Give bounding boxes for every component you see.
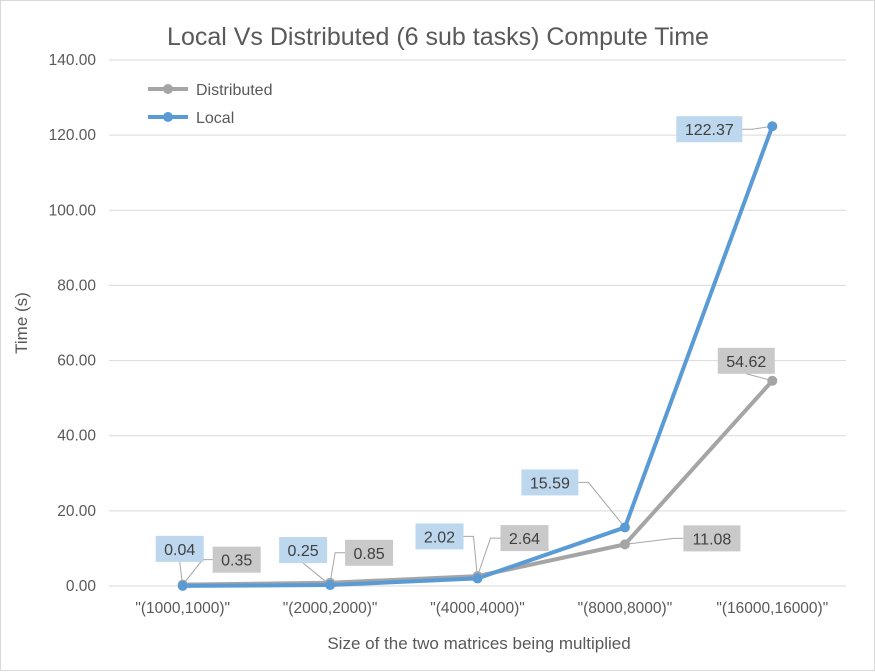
data-point-local	[472, 573, 483, 584]
data-label-box-distributed	[500, 525, 549, 552]
legend-item-local: Local	[148, 110, 234, 127]
data-label-box-distributed	[683, 525, 741, 552]
data-label-local: 122.37	[685, 122, 734, 139]
label-leader-line	[463, 535, 478, 579]
x-tick-label: "(2000,2000)"	[283, 600, 378, 617]
data-point-local	[325, 580, 336, 591]
legend-marker-distributed	[163, 84, 173, 94]
series-lines	[180, 124, 775, 588]
legend-item-distributed: Distributed	[148, 82, 272, 99]
x-tick-label: "(4000,4000)"	[430, 600, 525, 617]
data-point-distributed	[767, 375, 778, 386]
data-label-distributed: 11.08	[692, 531, 731, 548]
y-tick-label: 120.00	[49, 127, 97, 144]
data-label-distributed: 2.64	[509, 531, 540, 548]
data-point-local	[619, 522, 630, 533]
legend-label-distributed: Distributed	[196, 82, 272, 99]
series-line-local	[180, 124, 775, 588]
y-axis-title: Time (s)	[12, 292, 31, 354]
y-tick-label: 80.00	[57, 277, 96, 294]
x-tick-label: "(8000,8000)"	[578, 600, 673, 617]
y-tick-label: 100.00	[49, 202, 97, 219]
data-label-box-local	[155, 535, 204, 562]
y-tick-label: 140.00	[49, 52, 97, 69]
label-leader-line	[624, 537, 684, 545]
data-label-local: 15.59	[530, 475, 570, 492]
data-label-box-local	[521, 469, 579, 496]
x-tick-label: "(16000,16000)"	[716, 600, 828, 617]
legend-marker-local	[163, 112, 173, 122]
label-leader-line	[742, 125, 773, 130]
data-label-distributed: 0.35	[221, 553, 252, 570]
label-leader-line	[477, 537, 501, 577]
y-tick-label: 0.00	[66, 578, 97, 595]
data-label-local: 0.25	[288, 543, 319, 560]
data-label-box-local	[676, 116, 743, 143]
data-label-distributed: 0.85	[354, 546, 385, 563]
data-label-box-distributed	[717, 347, 775, 374]
y-tick-label: 20.00	[57, 503, 96, 520]
data-label-box-local	[415, 523, 464, 550]
data-label-box-distributed	[212, 546, 261, 573]
x-axis-ticks: "(1000,1000)" "(2000,2000)" "(4000,4000)" "…	[135, 600, 828, 617]
y-axis-ticks: 0.00 20.00 40.00 60.00 80.00 100.00 120.00 140.…	[49, 52, 97, 595]
gridlines	[109, 59, 846, 587]
y-tick-label: 60.00	[57, 353, 96, 370]
label-leader-line	[578, 481, 626, 528]
data-labels: 0.35 0.85 2.64 11.08 54.62 0.04 0.25 2.02 15.59 1…	[155, 116, 775, 573]
data-point-local	[177, 580, 188, 591]
series-line-distributed	[180, 378, 775, 587]
data-label-box-distributed	[345, 539, 394, 566]
x-tick-label: "(1000,1000)"	[135, 600, 230, 617]
chart-title: Local Vs Distributed (6 sub tasks) Compu…	[167, 23, 709, 51]
data-point-distributed	[619, 539, 630, 550]
x-axis-title: Size of the two matrices being multiplie…	[327, 634, 630, 653]
data-label-distributed: 54.62	[726, 354, 766, 371]
data-label-box-local	[279, 537, 328, 564]
data-label-local: 0.04	[164, 542, 195, 559]
label-leader-line	[329, 552, 346, 583]
data-point-local	[767, 121, 778, 132]
label-leader-lines	[179, 125, 773, 586]
y-tick-label: 40.00	[57, 428, 96, 445]
series-points	[177, 121, 778, 591]
data-label-local: 2.02	[424, 529, 455, 546]
legend: Distributed Local	[148, 82, 272, 127]
label-leader-line	[182, 559, 213, 585]
legend-label-local: Local	[196, 110, 234, 127]
